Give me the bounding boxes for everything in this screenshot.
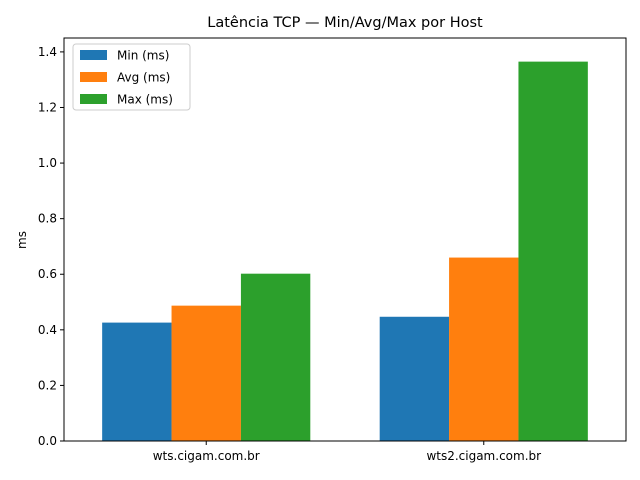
legend-swatch [80, 94, 107, 104]
y-tick-label: 1.0 [38, 156, 57, 170]
y-tick-label: 1.2 [38, 100, 57, 114]
bars-group [102, 61, 588, 441]
legend: Min (ms) Avg (ms) Max (ms) [72, 43, 191, 111]
legend-label: Min (ms) [117, 49, 169, 63]
y-tick-label: 0.6 [38, 267, 57, 281]
y-tick-label: 0.8 [38, 212, 57, 226]
y-axis-title: ms [15, 231, 29, 249]
legend-label: Max (ms) [117, 93, 173, 107]
y-tick-label: 0.4 [38, 323, 57, 337]
legend-swatch [80, 72, 107, 82]
x-tick-label: wts2.cigam.com.br [426, 449, 541, 463]
bar-min-0 [102, 322, 172, 441]
x-axis: wts.cigam.com.br wts2.cigam.com.br [153, 441, 541, 463]
legend-box [72, 43, 191, 111]
bar-max-1 [518, 61, 588, 441]
y-tick-label: 0.2 [38, 378, 57, 392]
bar-max-0 [240, 273, 311, 441]
bar-min-1 [379, 316, 450, 441]
legend-swatch [80, 50, 107, 60]
bar-avg-0 [171, 305, 241, 441]
legend-label: Avg (ms) [117, 71, 170, 85]
bar-avg-1 [449, 257, 519, 441]
plot-frame [63, 37, 627, 442]
chart-title: Latência TCP — Min/Avg/Max por Host [207, 15, 483, 31]
y-tick-label: 0.0 [38, 434, 57, 448]
x-tick-label: wts.cigam.com.br [153, 449, 260, 463]
y-tick-label: 1.4 [38, 45, 57, 59]
y-axis: 0.0 0.2 0.4 0.6 0.8 1.0 1.2 1.4 [38, 45, 64, 448]
